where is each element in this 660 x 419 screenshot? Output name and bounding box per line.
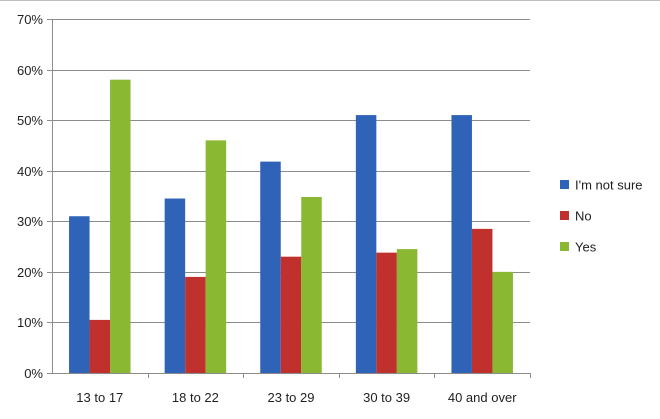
x-tick-label: 18 to 22 [172, 390, 219, 405]
bar-i-m-not-sure-4 [451, 115, 472, 373]
y-tick-label: 30% [17, 214, 43, 229]
bar-yes-3 [396, 249, 418, 373]
legend-swatch [560, 242, 569, 251]
bars [69, 79, 513, 373]
legend-swatch [560, 180, 569, 189]
bar-no-2 [280, 256, 302, 373]
bar-i-m-not-sure-1 [164, 198, 186, 373]
bar-no-1 [185, 276, 206, 373]
y-axis-ticks: 0% 10% 20% 30% 40% 50% 60% 70% [17, 12, 43, 381]
bar-i-m-not-sure-0 [69, 216, 90, 373]
legend-label: No [575, 209, 592, 224]
y-tick-label: 10% [17, 315, 43, 330]
y-tick-label: 70% [17, 12, 43, 27]
x-axis-ticks: 13 to 17 18 to 22 23 to 29 30 to 39 40 and o… [76, 390, 517, 405]
y-tick-label: 60% [17, 63, 43, 78]
y-tick-label: 40% [17, 164, 43, 179]
y-tick-label: 20% [17, 265, 43, 280]
axes [47, 19, 531, 378]
x-tick-label: 40 and over [448, 390, 517, 405]
bar-yes-0 [110, 79, 131, 373]
bar-i-m-not-sure-2 [260, 161, 281, 373]
y-tick-label: 50% [17, 113, 43, 128]
x-tick-label: 30 to 39 [363, 390, 410, 405]
x-tick-label: 23 to 29 [268, 390, 315, 405]
grid-lines [52, 19, 530, 323]
legend-swatch [560, 211, 569, 220]
legend-label: I'm not sure [575, 178, 643, 193]
bar-yes-4 [492, 271, 513, 373]
bar-no-4 [471, 228, 493, 373]
bar-no-0 [89, 319, 111, 373]
x-tick-label: 13 to 17 [76, 390, 123, 405]
y-tick-label: 0% [24, 366, 43, 381]
legend: I'm not sure No Yes [560, 178, 643, 255]
bar-i-m-not-sure-3 [355, 115, 377, 373]
bar-no-3 [376, 252, 397, 373]
bar-yes-2 [301, 197, 322, 373]
legend-label: Yes [575, 240, 597, 255]
bar-yes-1 [205, 140, 227, 373]
